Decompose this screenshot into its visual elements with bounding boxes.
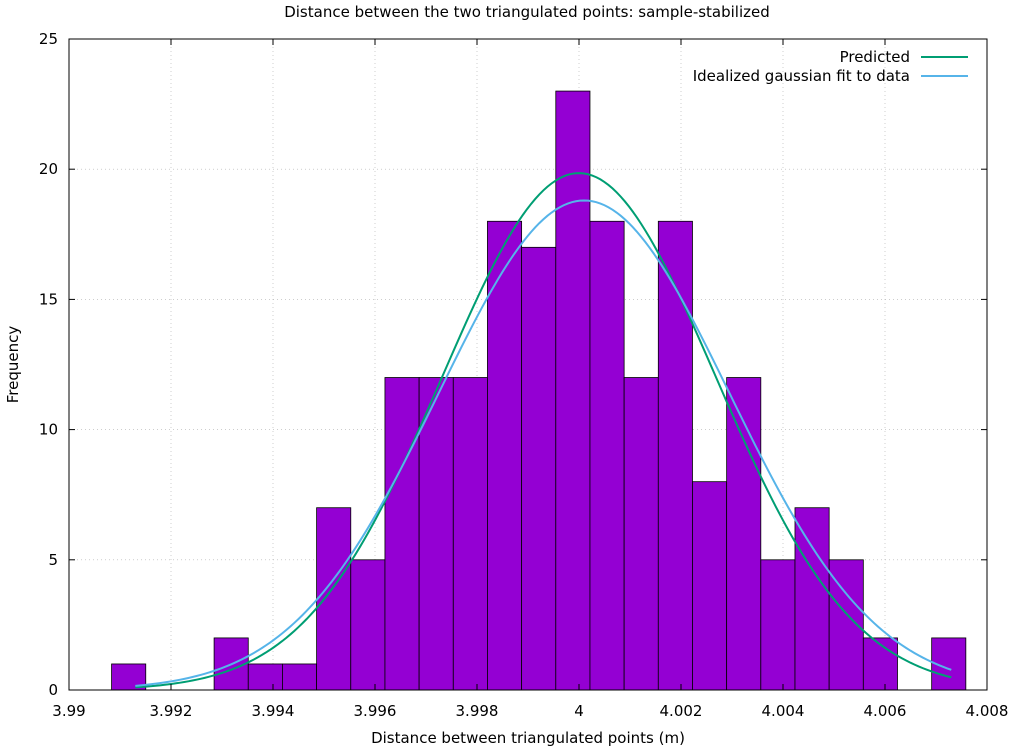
x-tick-label: 3.996 [354, 702, 397, 720]
histogram-bar [247, 663, 283, 691]
y-tick-label: 20 [39, 160, 58, 178]
x-axis-label: Distance between triangulated points (m) [371, 729, 685, 747]
histogram-bar [589, 220, 625, 691]
x-tick-label: 3.99 [52, 702, 85, 720]
y-axis-label: Frequency [4, 326, 22, 404]
histogram-bar [760, 559, 796, 691]
histogram-bar [452, 377, 488, 691]
legend-label-predicted: Predicted [840, 48, 910, 66]
fit-curves [135, 172, 952, 689]
predicted-curve [135, 172, 952, 689]
legend-label-gaussian-fit: Idealized gaussian fit to data [693, 67, 910, 85]
histogram-bar [623, 377, 659, 691]
y-tick-label: 10 [39, 421, 58, 439]
histogram-bar [794, 507, 830, 691]
histogram-bar [350, 559, 386, 691]
histogram-bar [316, 507, 352, 691]
x-tick-label: 3.994 [252, 702, 295, 720]
histogram-bar [282, 663, 318, 691]
histogram-bars [111, 90, 967, 691]
histogram-bar [521, 246, 557, 691]
x-tick-labels: 3.99 3.992 3.994 3.996 3.998 4 4.002 4.004 4.006… [52, 702, 1008, 720]
chart-title: Distance between the two triangulated po… [284, 3, 770, 21]
histogram-bar [726, 377, 762, 691]
histogram-bar [862, 637, 898, 691]
y-tick-label: 5 [48, 551, 58, 569]
histogram-bar [487, 220, 523, 691]
histogram-bar [657, 220, 693, 691]
x-tick-label: 3.992 [150, 702, 193, 720]
x-tick-label: 4.008 [966, 702, 1009, 720]
x-tick-label: 4.006 [864, 702, 907, 720]
histogram-bar [692, 481, 728, 691]
y-tick-label: 0 [48, 681, 58, 699]
gaussian-fit-curve [135, 199, 952, 687]
axis-ticks [68, 38, 988, 691]
histogram-bar [555, 90, 591, 691]
plot-frame [68, 38, 988, 691]
y-tick-label: 25 [39, 30, 58, 48]
x-tick-label: 3.998 [456, 702, 499, 720]
y-tick-labels: 0 5 10 15 20 25 [39, 30, 58, 699]
x-tick-label: 4 [574, 702, 584, 720]
x-tick-label: 4.002 [660, 702, 703, 720]
legend: Predicted Idealized gaussian fit to data [693, 48, 968, 85]
histogram-bar [384, 377, 420, 691]
x-tick-label: 4.004 [762, 702, 805, 720]
y-tick-label: 15 [39, 290, 58, 308]
